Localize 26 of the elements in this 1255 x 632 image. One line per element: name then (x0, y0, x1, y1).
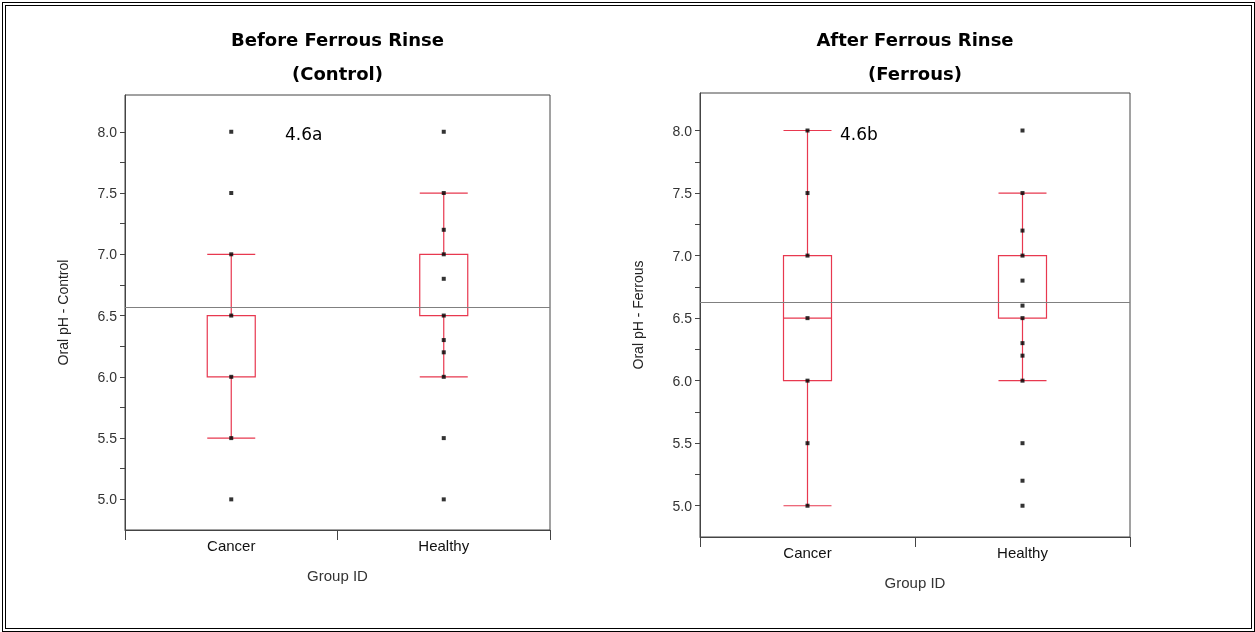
y-tick-label: 8.0 (672, 122, 693, 139)
x-tick-label: Cancer (783, 544, 832, 561)
x-tick-label: Healthy (997, 544, 1049, 561)
x-tick-label: Cancer (207, 537, 256, 554)
y-axis-title: Oral pH - Ferrous (630, 260, 646, 370)
annotation: 4.6b (840, 123, 878, 144)
y-tick-label: 7.5 (97, 185, 118, 202)
y-axis-title: Oral pH - Control (55, 259, 71, 366)
x-axis-title: Group ID (884, 574, 946, 591)
y-tick-label: 6.0 (97, 368, 118, 385)
y-tick-label: 5.5 (97, 430, 118, 447)
y-tick-label: 6.5 (97, 307, 118, 324)
x-tick-label: Healthy (418, 537, 470, 554)
y-tick-label: 5.5 (672, 435, 693, 452)
annotation: 4.6a (285, 123, 323, 144)
y-tick-label: 6.5 (672, 310, 693, 327)
y-tick-label: 7.0 (97, 246, 118, 263)
y-tick-label: 6.0 (672, 372, 693, 389)
y-tick-label: 7.0 (672, 247, 693, 264)
chart-title: Before Ferrous Rinse (Control) (231, 28, 444, 84)
chart-title: After Ferrous Rinse (Ferrous) (816, 28, 1014, 84)
x-axis-title: Group ID (307, 567, 369, 584)
y-tick-label: 5.0 (97, 491, 118, 508)
y-tick-label: 8.0 (97, 123, 118, 140)
y-tick-label: 5.0 (672, 497, 693, 514)
y-tick-label: 7.5 (672, 185, 693, 202)
